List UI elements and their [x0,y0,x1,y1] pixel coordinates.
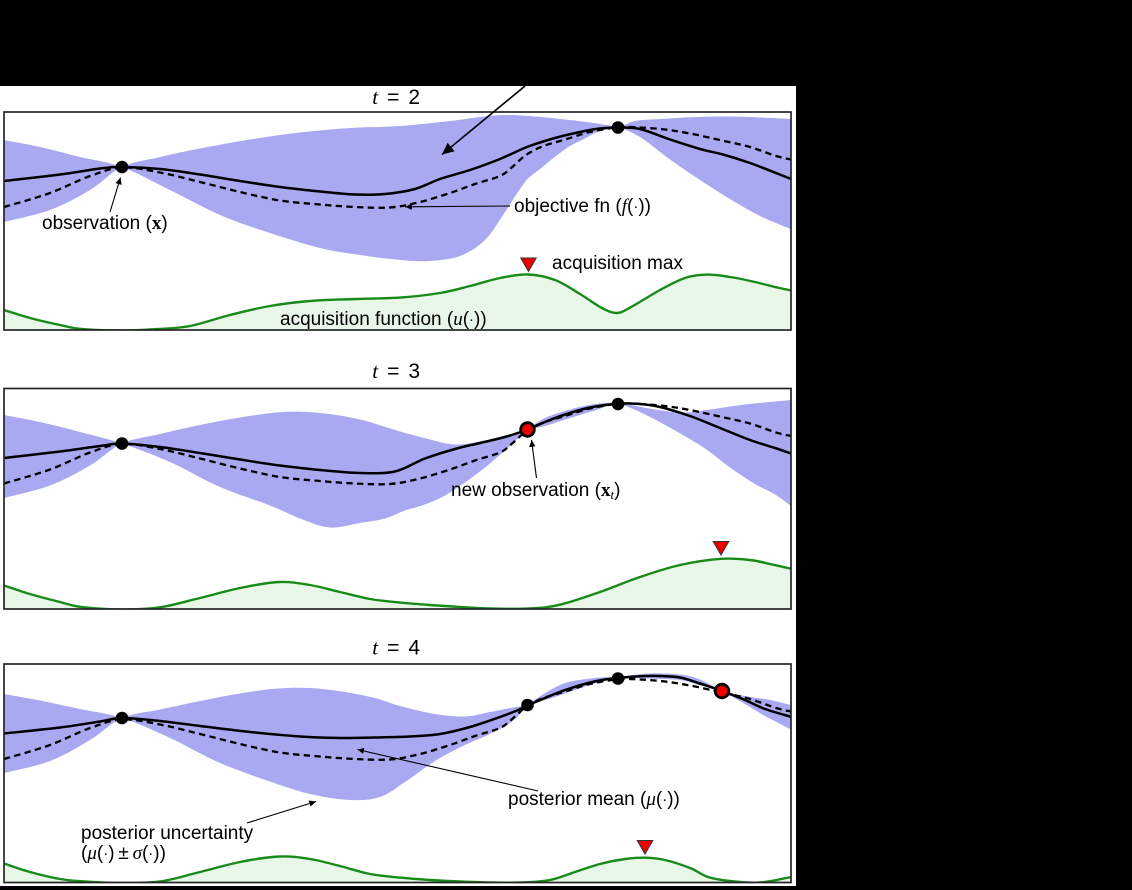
svg-text:observation (x): observation (x) [42,213,168,234]
svg-text:t = 3: t = 3 [372,359,421,383]
svg-text:new observation (xt): new observation (xt) [451,480,620,502]
svg-text:posterior mean (μ(·)): posterior mean (μ(·)) [508,789,680,810]
svg-text:t = 2: t = 2 [372,85,421,109]
svg-text:t = 4: t = 4 [372,636,421,660]
svg-text:(μ(·) ± σ(·)): (μ(·) ± σ(·)) [81,843,166,864]
svg-text:objective fn (f(·)): objective fn (f(·)) [514,196,651,217]
svg-text:posterior uncertainty: posterior uncertainty [81,823,254,844]
svg-text:acquisition max: acquisition max [552,253,683,274]
svg-text:acquisition function (u(·)): acquisition function (u(·)) [280,309,487,330]
